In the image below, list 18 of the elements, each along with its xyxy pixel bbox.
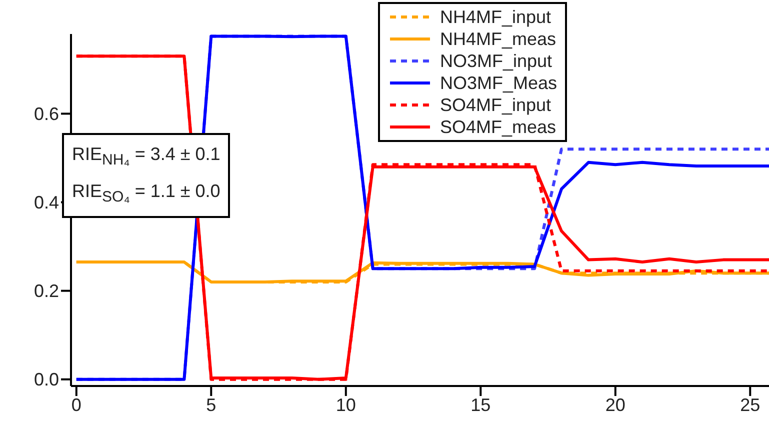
- y-tick-label: 0.2: [34, 281, 59, 302]
- legend-label: NO3MF_input: [440, 50, 552, 72]
- x-tick-label: 20: [605, 394, 626, 415]
- y-tick-label: 0.6: [34, 104, 59, 124]
- x-tick-label: 5: [206, 394, 216, 415]
- legend-label: SO4MF_meas: [440, 116, 556, 138]
- legend-label: SO4MF_input: [440, 94, 552, 116]
- x-tick-label: 15: [470, 394, 491, 415]
- legend-label: NH4MF_meas: [440, 28, 556, 50]
- y-tick-label: 0.4: [34, 192, 59, 213]
- x-tick-label: 0: [71, 394, 82, 415]
- annotation: RIE$_{SO₄}$ = 1.1 ± 0.0: [72, 180, 220, 208]
- legend-label: NO3MF_Meas: [440, 72, 558, 94]
- legend-label: NH4MF_input: [440, 6, 552, 28]
- x-tick-label: 10: [336, 394, 356, 415]
- y-tick-label: 0.0: [34, 370, 59, 390]
- x-tick-label: 25: [740, 394, 760, 415]
- annotation: RIE$_{NH₄}$ = 3.4 ± 0.1: [72, 143, 220, 171]
